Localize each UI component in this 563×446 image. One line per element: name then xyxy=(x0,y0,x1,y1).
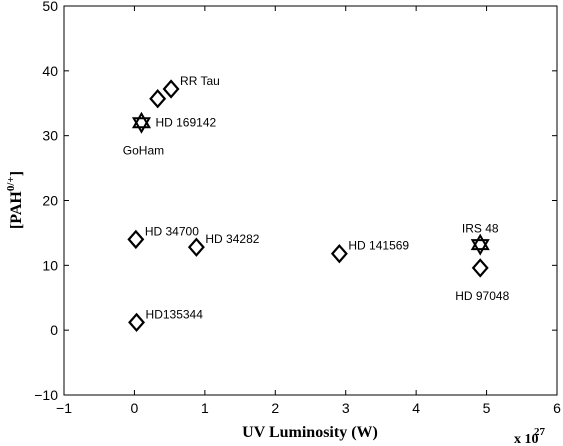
plot-frame xyxy=(63,5,558,396)
point-label: HD 169142 xyxy=(155,116,216,130)
y-tick-label: 20 xyxy=(42,193,58,209)
x-tick-label: 0 xyxy=(131,400,139,416)
x-tick-label: 4 xyxy=(412,400,420,416)
diamond-marker xyxy=(187,237,205,257)
point-label: HD 97048 xyxy=(455,289,509,303)
point-label: HD 34700 xyxy=(145,224,199,238)
y-tick-label: 50 xyxy=(42,0,58,14)
x-tick-label: −1 xyxy=(56,400,72,416)
diamond-marker xyxy=(162,79,180,99)
diamond-marker xyxy=(330,243,348,264)
y-tick-label: 40 xyxy=(42,63,58,79)
point-labels: RR Tau HD 169142 GoHam HD 34700 HD 34282 HD13… xyxy=(123,74,510,321)
svg-text:27: 27 xyxy=(534,426,546,438)
y-tick-label: 10 xyxy=(42,257,58,273)
point-label: HD 141569 xyxy=(348,239,409,253)
point-label: GoHam xyxy=(123,144,164,158)
x-tick-label: 2 xyxy=(271,400,279,416)
x-tick-label: 5 xyxy=(483,400,491,416)
y-tick-label: 0 xyxy=(50,322,58,338)
point-label: RR Tau xyxy=(180,74,220,88)
y-tick-label: −10 xyxy=(34,387,58,403)
svg-text:x 10: x 10 xyxy=(514,432,539,446)
star-marker xyxy=(131,111,152,134)
x-tick-label: 6 xyxy=(553,400,561,416)
y-axis-title: [PAH0/+] xyxy=(5,171,25,229)
axis-ticks xyxy=(63,5,558,396)
diamond-marker xyxy=(127,229,145,250)
diamond-marker xyxy=(149,89,167,109)
x-multiplier: x 10 27 xyxy=(514,426,546,446)
x-axis-title: UV Luminosity (W) xyxy=(242,424,378,441)
x-tick-label: 1 xyxy=(201,400,209,416)
point-label: HD 34282 xyxy=(205,232,259,246)
point-label: IRS 48 xyxy=(462,222,499,236)
diamond-marker xyxy=(471,258,489,278)
y-tick-label: 30 xyxy=(42,128,58,144)
data-markers xyxy=(127,79,490,333)
x-tick-label: 3 xyxy=(342,400,350,416)
point-label: HD135344 xyxy=(146,307,204,321)
star-marker xyxy=(470,233,490,256)
diamond-marker xyxy=(128,312,146,333)
svg-text:[PAH0/+]: [PAH0/+] xyxy=(5,171,25,229)
